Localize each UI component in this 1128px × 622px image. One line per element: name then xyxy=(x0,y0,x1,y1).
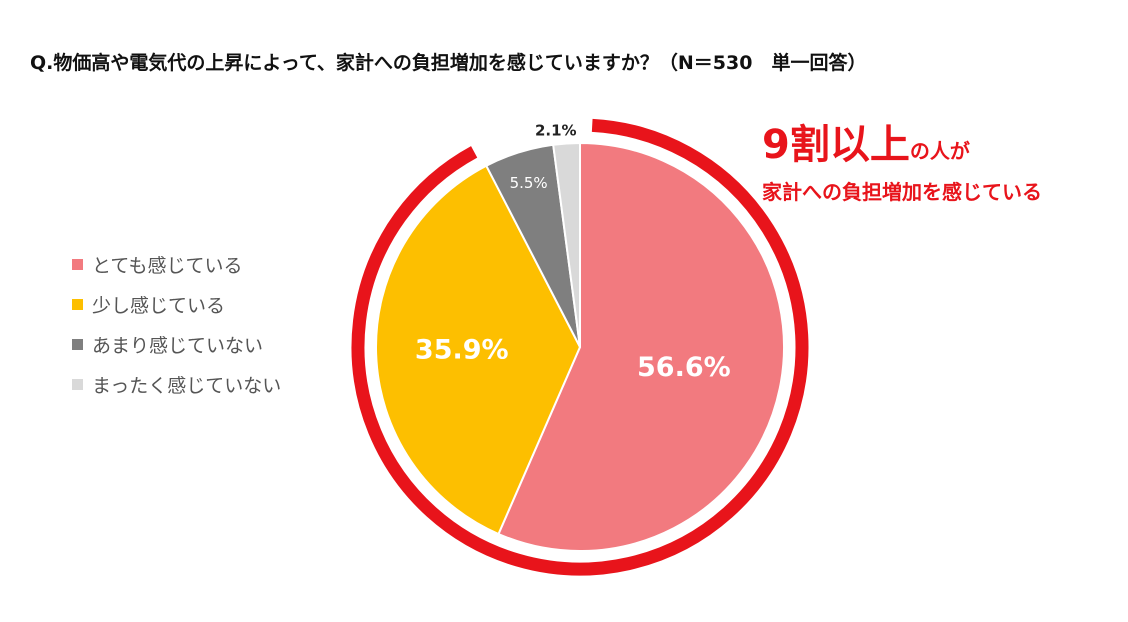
legend-item-very: とても感じている xyxy=(72,244,281,284)
pie-slices xyxy=(375,141,785,552)
chart-title: Q.物価高や電気代の上昇によって、家計への負担増加を感じていますか？（N＝530… xyxy=(30,52,867,74)
callout-line2: 家計への負担増加を感じている xyxy=(762,180,1042,204)
highlight-ring-arc xyxy=(351,118,809,576)
legend-swatch-not-at-all xyxy=(72,378,83,390)
pie-label-not-at-all: 2.1% xyxy=(535,122,577,140)
callout-big-text: 9割以上 xyxy=(762,122,910,168)
legend-label-not-at-all: まったく感じていない xyxy=(92,374,282,397)
legend-label-somewhat: 少し感じている xyxy=(92,294,226,317)
pie-label-not-much: 5.5% xyxy=(510,174,548,192)
pie-label-somewhat: 35.9% xyxy=(415,334,509,365)
legend-swatch-not-much xyxy=(72,338,83,350)
pie-slice-somewhat xyxy=(375,164,582,536)
pie-slice-very xyxy=(497,141,785,552)
legend-label-very: とても感じている xyxy=(92,254,243,277)
legend: とても感じている 少し感じている あまり感じていない まったく感じていない xyxy=(72,244,281,404)
legend-item-not-much: あまり感じていない xyxy=(72,324,281,364)
legend-label-not-much: あまり感じていない xyxy=(92,334,264,357)
pie-label-very: 56.6% xyxy=(637,352,731,383)
callout: 9割以上の人が 家計への負担増加を感じている xyxy=(762,122,1042,205)
callout-small-text: の人が xyxy=(909,139,970,163)
legend-item-somewhat: 少し感じている xyxy=(72,284,281,324)
legend-item-not-at-all: まったく感じていない xyxy=(72,364,281,404)
legend-swatch-somewhat xyxy=(72,298,83,310)
pie-slice-not-at-all xyxy=(552,141,581,348)
legend-swatch-very xyxy=(72,258,83,270)
pie-labels: 56.6% 35.9% 5.5% 2.1% xyxy=(415,122,731,383)
callout-line1: 9割以上の人が xyxy=(762,122,1042,176)
